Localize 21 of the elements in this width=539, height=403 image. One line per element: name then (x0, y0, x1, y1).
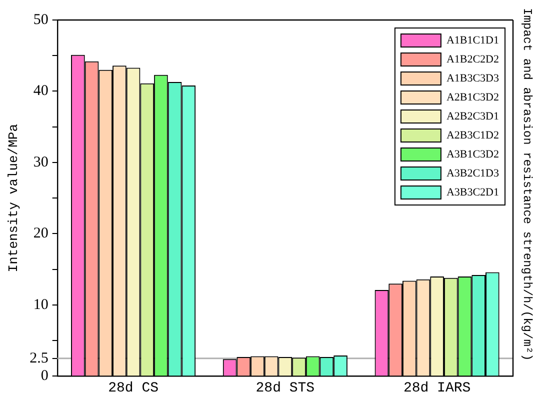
x-tick-label: 28d IARS (403, 380, 471, 396)
y-tick-label: 20 (33, 226, 48, 242)
y2-axis-title: Impact and abrasion resistance strength/h/(kg/m²) (520, 8, 534, 361)
legend-label: A2B2C3D1 (446, 110, 499, 122)
y-tick-label: 50 (33, 12, 48, 28)
y-tick-label: 30 (33, 154, 48, 170)
legend-label: A3B2C1D3 (446, 167, 500, 180)
y-tick-label: 2.5 (30, 350, 48, 366)
y-tick-label: 0 (40, 368, 48, 384)
x-tick-label: 28d STS (256, 380, 315, 396)
legend-label: A3B3C2D1 (446, 186, 499, 198)
legend-label: A3B1C3D2 (446, 148, 499, 160)
legend-label: A2B1C3D2 (446, 91, 499, 104)
legend-label: A2B3C1D2 (446, 129, 499, 142)
y-tick-label: 40 (33, 83, 48, 100)
x-tick-label: 28d CS (108, 380, 159, 396)
legend-label: A1B2C2D2 (446, 53, 499, 66)
y-tick-label: 10 (33, 296, 48, 313)
legend-label: A1B1C1D1 (446, 34, 499, 46)
legend-label: A1B3C3D3 (446, 72, 500, 84)
y-axis-title: Intensity value/MPa (6, 124, 22, 272)
